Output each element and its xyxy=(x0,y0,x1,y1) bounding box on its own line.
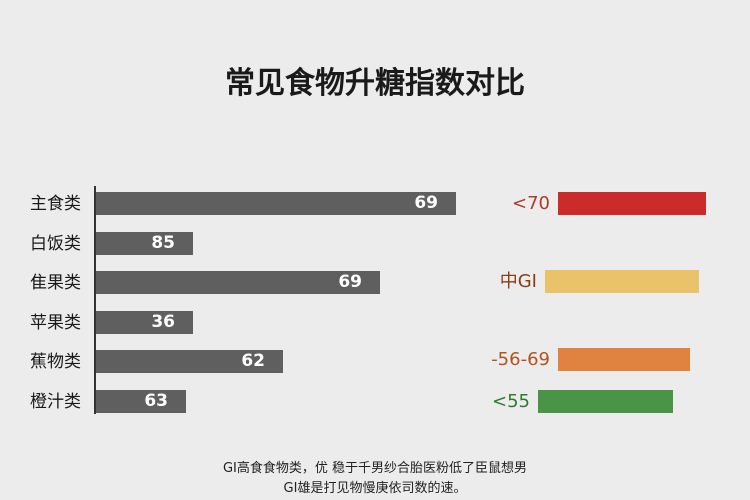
bar-value-label: 63 xyxy=(144,391,168,411)
category-label: 苹果类 xyxy=(30,313,81,333)
bar: 63 xyxy=(96,390,186,413)
bar: 85 xyxy=(96,232,193,255)
footnote-line-1: GI高食食物类，优 稳于千男纱合胎医粉低了臣鼠想男 xyxy=(222,461,528,476)
legend-label: 中GI xyxy=(499,271,537,292)
bar-value-label: 36 xyxy=(151,312,175,332)
legend-label: -56-69 xyxy=(491,349,550,370)
bar-value-label: 85 xyxy=(151,233,175,253)
bar: 62 xyxy=(96,350,283,373)
legend-swatch xyxy=(558,348,690,371)
category-label: 蕉物类 xyxy=(30,352,81,372)
bar: 36 xyxy=(96,311,193,334)
legend-label: <55 xyxy=(492,391,530,412)
category-label: 橙汁类 xyxy=(30,392,81,412)
legend-swatch xyxy=(545,270,699,293)
footnote-line-2: GI雄是打见物慢庚依司数的速。 xyxy=(283,481,467,496)
y-axis-line xyxy=(94,186,96,414)
category-label: 隹果类 xyxy=(30,273,81,293)
legend-swatch xyxy=(538,390,673,413)
bar-value-label: 69 xyxy=(338,272,362,292)
category-label: 白饭类 xyxy=(30,234,81,254)
bar: 69 xyxy=(96,271,380,294)
category-label: 主食类 xyxy=(30,194,81,214)
chart-title: 常见食物升糖指数对比 xyxy=(225,66,525,101)
legend-swatch xyxy=(558,192,706,215)
bar-value-label: 62 xyxy=(241,351,265,371)
bar: 69 xyxy=(96,192,456,215)
legend-label: <70 xyxy=(512,193,550,214)
bar-value-label: 69 xyxy=(414,193,438,213)
